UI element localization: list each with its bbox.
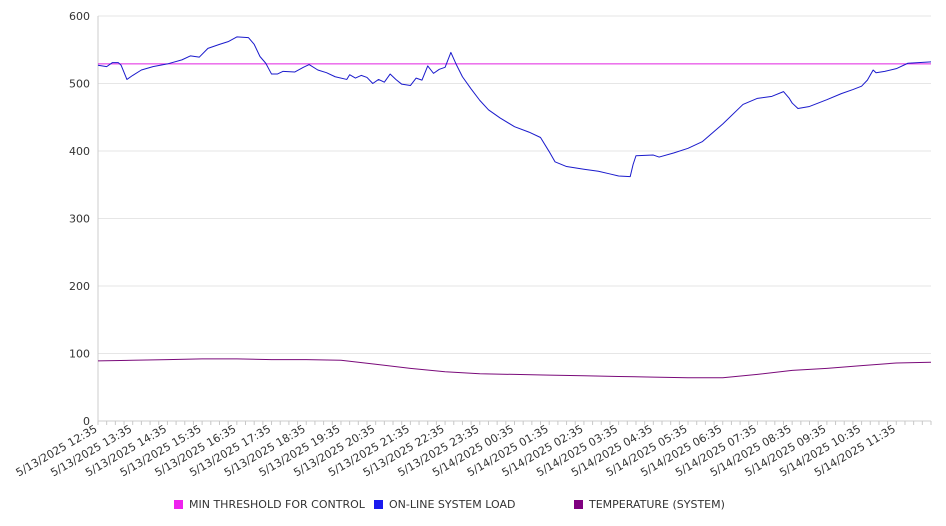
y-tick-label-500: 500 bbox=[69, 78, 90, 91]
y-tick-labels: 0 100 200 300 400 500 600 bbox=[69, 10, 90, 428]
legend-label: TEMPERATURE (SYSTEM) bbox=[589, 498, 725, 511]
legend-swatch bbox=[174, 500, 183, 509]
x-tick-labels: 5/13/2025 12:355/13/2025 13:355/13/2025 … bbox=[14, 422, 898, 479]
legend-item-temperature-system[interactable]: TEMPERATURE (SYSTEM) bbox=[574, 498, 725, 511]
series-line-temperature-system bbox=[97, 358, 932, 379]
legend-item-on-line-system-load[interactable]: ON-LINE SYSTEM LOAD bbox=[374, 498, 515, 511]
legend-item-min-threshold-for-control[interactable]: MIN THRESHOLD FOR CONTROL bbox=[174, 498, 365, 511]
legend-swatch bbox=[374, 500, 383, 509]
y-tick-label-600: 600 bbox=[69, 10, 90, 23]
y-tick-label-300: 300 bbox=[69, 213, 90, 226]
y-tick-label-0: 0 bbox=[83, 415, 90, 428]
chart-legend: MIN THRESHOLD FOR CONTROL ON-LINE SYSTEM … bbox=[0, 495, 946, 517]
y-tick-label-100: 100 bbox=[69, 348, 90, 361]
legend-label: ON-LINE SYSTEM LOAD bbox=[389, 498, 516, 511]
y-tick-label-200: 200 bbox=[69, 280, 90, 293]
legend-swatch bbox=[574, 500, 583, 509]
legend-label: MIN THRESHOLD FOR CONTROL bbox=[189, 498, 365, 511]
series-line-on-line-system-load bbox=[97, 36, 932, 178]
gridlines bbox=[98, 15, 931, 422]
axes bbox=[97, 16, 932, 425]
y-tick-label-400: 400 bbox=[69, 145, 90, 158]
series-layer bbox=[97, 36, 932, 379]
